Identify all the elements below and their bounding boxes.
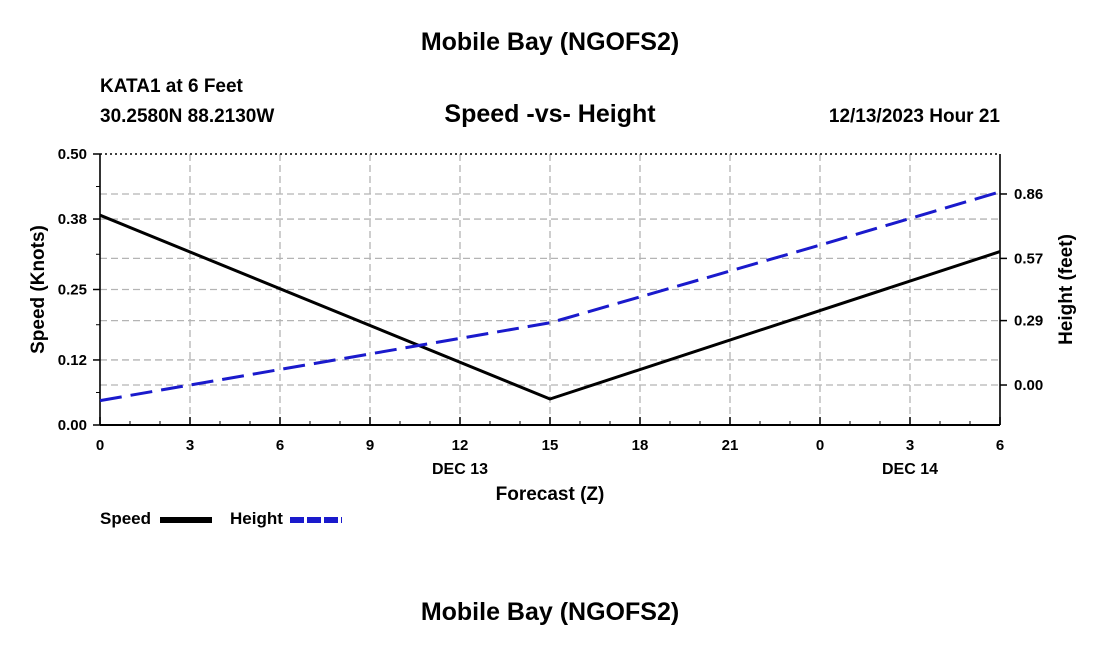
speed-series-line [99, 213, 1001, 401]
station-label: KATA1 at 6 Feet [100, 76, 243, 97]
x-tick-label: 0 [816, 437, 824, 454]
chart-subtitle: Speed -vs- Height [444, 100, 656, 128]
x-day-label: DEC 14 [882, 461, 938, 478]
legend-height-label: Height [230, 509, 283, 528]
x-tick-label: 3 [906, 437, 914, 454]
y-axis-label: Speed (Knots) [28, 225, 49, 354]
y-right-tick-label: 0.57 [1014, 250, 1043, 267]
legend-speed-label: Speed [100, 509, 152, 528]
x-day-label: DEC 13 [432, 461, 488, 478]
y-tick-label: 0.50 [58, 146, 87, 163]
station-coordinates: 30.2580N 88.2130W [100, 106, 275, 127]
x-tick-label: 0 [96, 437, 104, 454]
y-right-tick-label: 0.29 [1014, 313, 1043, 330]
x-tick-label: 18 [632, 437, 649, 454]
x-axis-label: Forecast (Z) [496, 484, 605, 505]
x-tick-label: 21 [722, 437, 739, 454]
y-tick-label: 0.25 [58, 282, 87, 299]
forecast-datetime: 12/13/2023 Hour 21 [828, 106, 1000, 127]
chart-title: Mobile Bay (NGOFS2) [420, 28, 680, 56]
x-tick-label: 6 [276, 437, 284, 454]
footer-title: Mobile Bay (NGOFS2) [420, 598, 680, 626]
x-tick-label: 9 [366, 437, 374, 454]
y-axis-label-right: Height (feet) [1056, 234, 1077, 345]
x-tick-label: 12 [452, 437, 469, 454]
y-tick-label: 0.38 [58, 211, 87, 228]
y-tick-label: 0.12 [58, 352, 87, 369]
x-tick-label: 3 [186, 437, 194, 454]
y-right-tick-label: 0.86 [1014, 186, 1043, 203]
x-tick-label: 15 [542, 437, 559, 454]
x-tick-label: 6 [996, 437, 1004, 454]
y-tick-label: 0.00 [58, 417, 87, 434]
y-right-tick-label: 0.00 [1014, 377, 1043, 394]
height-series-line [99, 190, 1001, 403]
